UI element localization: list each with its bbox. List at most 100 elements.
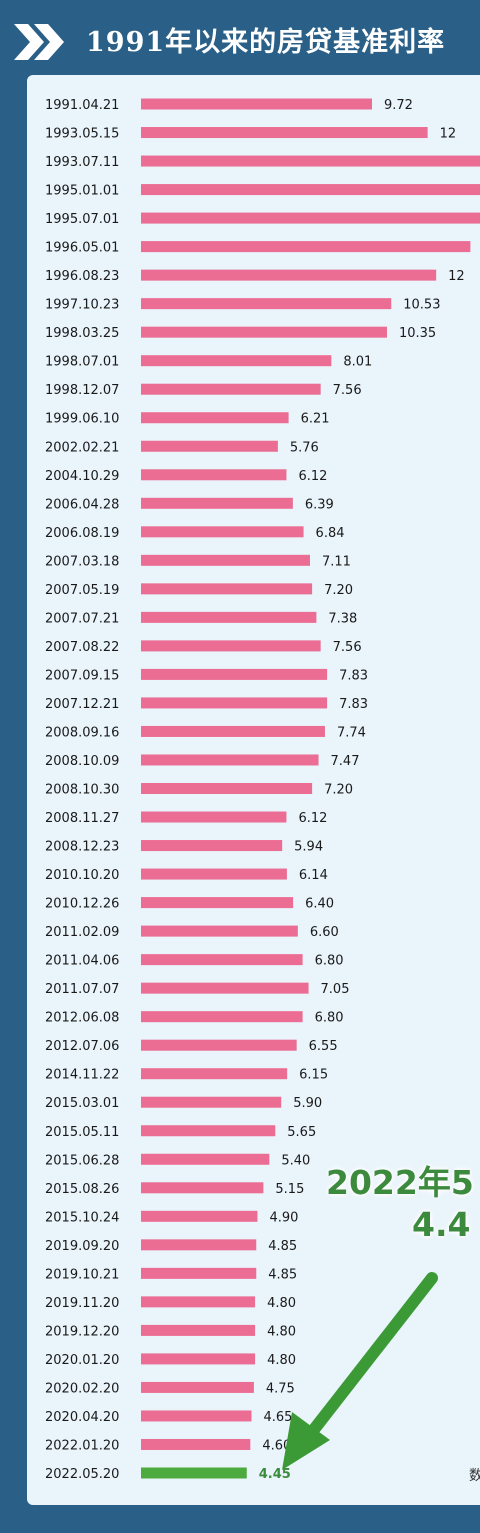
category-label: 1995.07.01	[45, 212, 119, 227]
bar	[141, 1410, 252, 1422]
bar	[141, 326, 387, 338]
value-label: 4.75	[266, 1381, 295, 1396]
value-label: 7.56	[333, 640, 362, 655]
value-label: 7.74	[337, 725, 366, 740]
bar	[141, 982, 309, 994]
category-label: 1995.01.01	[45, 184, 119, 199]
value-label: 6.12	[298, 811, 327, 826]
category-label: 2019.11.20	[45, 1296, 119, 1311]
bar	[141, 1438, 251, 1450]
value-label: 5.76	[290, 440, 319, 455]
value-label: 4.80	[267, 1324, 296, 1339]
value-label: 4.65	[264, 1410, 293, 1425]
bar	[141, 754, 319, 766]
category-label: 2012.07.06	[45, 1039, 119, 1054]
bar	[141, 412, 289, 424]
category-label: 2015.08.26	[45, 1182, 119, 1197]
bar	[141, 269, 437, 281]
value-label: 12	[440, 127, 457, 142]
category-label: 2007.03.18	[45, 554, 119, 569]
category-label: 2015.06.28	[45, 1153, 119, 1168]
bar	[141, 1353, 256, 1365]
header: 1991年以来的房贷基准利率	[0, 0, 480, 80]
source-note: 数	[469, 1468, 480, 1484]
bar	[141, 440, 278, 452]
value-label: 7.38	[328, 611, 357, 626]
category-label: 2019.09.20	[45, 1239, 119, 1254]
category-label: 2022.05.20	[45, 1467, 119, 1482]
bar	[141, 868, 287, 880]
category-label: 1998.03.25	[45, 326, 119, 341]
category-label: 1993.07.11	[45, 155, 119, 170]
value-label: 6.21	[301, 412, 330, 427]
bar	[141, 811, 287, 823]
category-label: 2002.02.21	[45, 440, 119, 455]
page-title: 1991年以来的房贷基准利率	[86, 27, 446, 58]
bar	[141, 298, 392, 310]
value-label: 7.05	[321, 982, 350, 997]
chart-panel: 1991.04.21 9.72 1993.05.15 12 1993.07.11 1995…	[27, 75, 480, 1505]
value-label: 5.40	[281, 1153, 310, 1168]
value-label: 7.11	[322, 554, 351, 569]
category-label: 2007.08.22	[45, 640, 119, 655]
category-label: 2011.07.07	[45, 982, 119, 997]
category-label: 1999.06.10	[45, 412, 119, 427]
bar	[141, 611, 317, 623]
bar	[141, 1467, 247, 1479]
bar	[141, 1239, 257, 1251]
bar	[141, 127, 428, 139]
value-label: 7.56	[333, 383, 362, 398]
category-label: 2014.11.22	[45, 1068, 119, 1083]
bar	[141, 383, 321, 395]
category-label: 1996.05.01	[45, 241, 119, 256]
bar	[141, 1381, 254, 1393]
category-label: 2007.07.21	[45, 611, 119, 626]
callout-date: 2022年5	[326, 1163, 474, 1202]
value-label: 6.15	[299, 1068, 328, 1083]
category-label: 1996.08.23	[45, 269, 119, 284]
value-label: 4.90	[269, 1210, 298, 1225]
category-label: 2008.11.27	[45, 811, 119, 826]
category-label: 2015.05.11	[45, 1125, 119, 1140]
category-label: 2020.04.20	[45, 1410, 119, 1425]
chevron-right-icon	[14, 24, 64, 60]
category-label: 2008.10.09	[45, 754, 119, 769]
value-label: 4.85	[268, 1239, 297, 1254]
bar	[141, 1267, 257, 1279]
bar	[141, 1125, 276, 1137]
value-label: 10.35	[399, 326, 436, 341]
value-label: 5.65	[287, 1125, 316, 1140]
bar	[141, 897, 294, 909]
value-label: 4.45	[259, 1467, 291, 1482]
category-label: 2020.01.20	[45, 1353, 119, 1368]
value-label: 6.80	[315, 1011, 344, 1026]
category-label: 1998.12.07	[45, 383, 119, 398]
bar	[141, 497, 293, 509]
value-label: 9.72	[384, 98, 413, 113]
category-label: 2004.10.29	[45, 469, 119, 484]
value-label: 5.94	[294, 840, 323, 855]
bar	[141, 1324, 256, 1336]
bar	[141, 925, 298, 937]
category-label: 2010.10.20	[45, 868, 119, 883]
value-label: 6.39	[305, 497, 334, 512]
category-label: 2006.04.28	[45, 497, 119, 512]
bar	[141, 98, 372, 110]
bar	[141, 783, 313, 794]
category-label: 2015.03.01	[45, 1096, 119, 1111]
bar	[141, 355, 332, 367]
bar	[141, 954, 303, 966]
bar	[141, 241, 471, 253]
category-label: 2010.12.26	[45, 897, 119, 912]
bar	[141, 583, 313, 595]
bar	[141, 697, 328, 709]
category-label: 1997.10.23	[45, 298, 119, 313]
value-label: 7.83	[339, 668, 368, 683]
category-label: 2008.09.16	[45, 725, 119, 740]
bar	[141, 668, 328, 680]
category-label: 2006.08.19	[45, 526, 119, 541]
value-label: 6.80	[315, 954, 344, 969]
value-label: 4.80	[267, 1353, 296, 1368]
value-label: 7.47	[331, 754, 360, 769]
category-label: 2008.12.23	[45, 840, 119, 855]
